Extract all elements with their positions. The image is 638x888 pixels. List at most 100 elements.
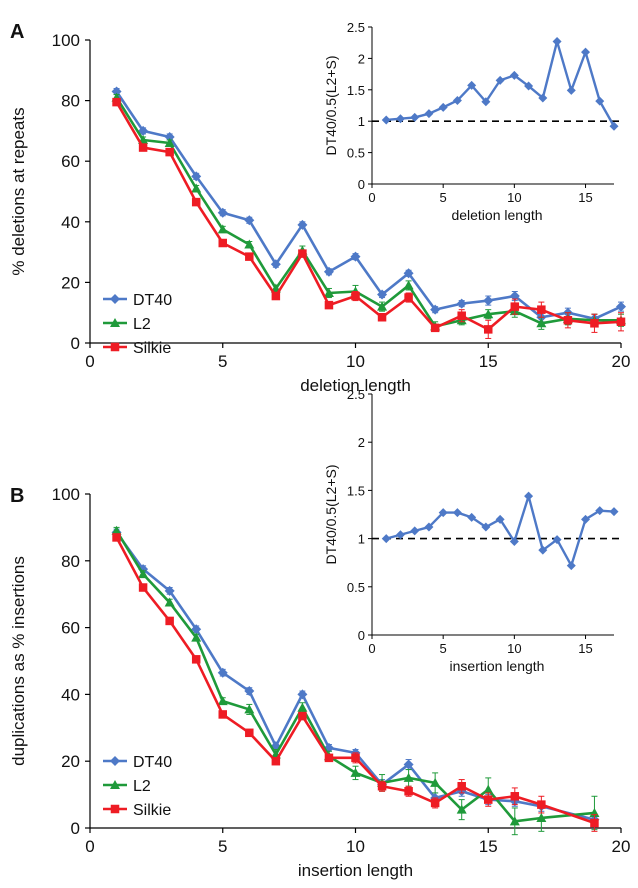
panel-b-x-tick-label: 0 [85, 837, 94, 856]
panel-b-inset-y-tick-label: 0 [358, 628, 365, 643]
panel-a-x-axis-label: deletion length [300, 376, 411, 395]
data-point [217, 667, 228, 678]
panel-a-inset-x-tick-label: 10 [507, 190, 521, 205]
panel-a-x-tick-label: 5 [218, 352, 227, 371]
data-point [112, 97, 121, 107]
data-point [590, 818, 599, 828]
panel-b-inset-x-tick-label: 15 [578, 641, 592, 656]
panel-b-legend-label: L2 [133, 778, 151, 795]
panel-b-inset-point [438, 508, 448, 518]
panel-a-y-tick-label: 40 [61, 213, 80, 232]
data-point [111, 525, 122, 535]
data-point [244, 704, 255, 714]
panel-b-y-tick-label: 0 [71, 819, 80, 838]
panel-b-inset-y-tick-label: 0.5 [347, 580, 365, 595]
data-point [616, 301, 626, 312]
panel-a-y-tick-label: 0 [71, 334, 80, 353]
panel-b-inset-point [595, 506, 605, 516]
panel-a-legend-marker [110, 294, 120, 304]
panel-a-series-dt40 [111, 86, 626, 324]
panel-b-inset-x-tick-label: 5 [440, 641, 447, 656]
panel-a-inset-point [452, 95, 462, 105]
panel-a-inset-point [581, 47, 591, 57]
data-point [457, 782, 466, 791]
panel-a-inset-point [524, 81, 534, 91]
data-point [563, 316, 573, 325]
panel-a-inset-point [424, 109, 434, 119]
panel-a-line-silkie [115, 101, 622, 331]
panel-a-y-axis-label: % deletions at repeats [9, 107, 28, 275]
panel-b-inset-point [509, 536, 519, 546]
panel-a-inset-x-axis-label: deletion length [451, 207, 542, 223]
data-point [537, 305, 546, 314]
panel-b-inset-y-axis-label: DT40/0.5(L2+S) [323, 465, 339, 565]
data-point [112, 533, 121, 542]
data-point [191, 624, 202, 635]
panel-a-inset-point [410, 112, 420, 122]
data-point [430, 798, 440, 808]
panel-a-line-dt40 [115, 90, 622, 321]
panel-b-inset-point [424, 522, 434, 532]
data-point [351, 753, 360, 763]
data-point [297, 702, 308, 712]
panel-a-y-tick-label: 60 [61, 152, 80, 171]
panel-a-letter: A [10, 21, 24, 43]
panel-a-inset-point [481, 97, 491, 107]
data-point [191, 183, 202, 193]
data-point [244, 239, 255, 249]
panel-b-inset-point [381, 534, 391, 544]
data-point [217, 696, 228, 706]
data-point [403, 772, 414, 782]
data-point [536, 812, 547, 822]
panel-a-inset-y-tick-label: 1 [358, 114, 365, 129]
data-point [245, 728, 254, 738]
panel-a-inset-y-tick-label: 2 [358, 51, 365, 66]
data-point [590, 319, 599, 328]
data-point [510, 792, 520, 801]
data-point [165, 147, 174, 157]
data-point [403, 759, 414, 770]
data-point [377, 301, 388, 311]
panel-a-x-tick-label: 10 [346, 352, 365, 371]
panel-a-legend-marker [110, 342, 120, 352]
panel-a-inset-point [552, 36, 562, 46]
panel-b-x-tick-label: 15 [479, 837, 498, 856]
data-point [377, 289, 388, 300]
data-point [403, 268, 414, 279]
panel-b-x-tick-label: 10 [346, 837, 365, 856]
panel-a-inset-y-tick-label: 0 [358, 177, 365, 192]
data-point [138, 143, 148, 152]
panel-b-inset-line [385, 494, 615, 567]
panel-b-legend-marker [110, 780, 120, 789]
panel-a-inset-y-tick-label: 0.5 [347, 146, 365, 161]
data-point [456, 804, 467, 814]
data-point [377, 782, 387, 791]
data-point [483, 784, 494, 794]
data-point [323, 288, 334, 298]
panel-a-series-l2 [111, 92, 626, 332]
data-point [536, 318, 547, 328]
data-point [484, 795, 493, 804]
panel-b-inset-point [467, 512, 477, 522]
data-point [217, 207, 228, 218]
panel-b-legend-label: DT40 [133, 754, 172, 771]
panel-b-line-l2 [115, 530, 595, 823]
panel-a-x-tick-label: 0 [85, 352, 94, 371]
panel-b-letter: B [10, 485, 24, 507]
panel-b-inset-point [524, 491, 534, 501]
data-point [138, 125, 149, 136]
panel-b-x-tick-label: 20 [612, 837, 631, 856]
panel-a-y-tick-label: 20 [61, 273, 80, 292]
data-point [430, 323, 440, 333]
panel-b-inset-point [566, 561, 576, 571]
data-point [456, 298, 467, 309]
data-point [297, 689, 308, 700]
data-point [164, 585, 175, 596]
panel-a-inset-point [381, 115, 391, 125]
panel-b-inset-point [452, 508, 462, 518]
panel-b-inset-y-tick-label: 2 [358, 435, 365, 450]
panel-b-inset-x-axis-label: insertion length [450, 658, 545, 674]
panel-b-inset-y-tick-label: 2.5 [347, 387, 365, 402]
panel-b-legend-marker [110, 756, 120, 766]
data-point [138, 569, 149, 579]
